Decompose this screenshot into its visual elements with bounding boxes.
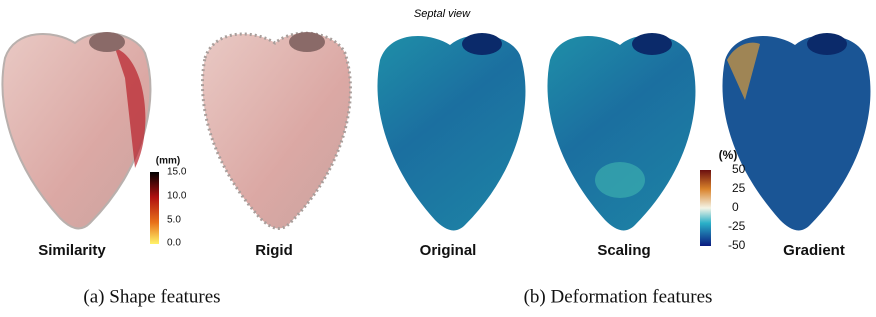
colorbar-tick: -25 [728,219,746,233]
figure: Septal view (mm) 15.0 10.0 5.0 0.0 (%) 5… [0,0,876,312]
heart-similarity [2,32,150,228]
valve [807,33,847,55]
item-label: Similarity [38,242,106,259]
heart-scaling [547,33,695,230]
valve [289,32,325,52]
caption: (a) Shape features [83,286,220,307]
item-label: Scaling [597,242,650,259]
view-label: Septal view [414,8,471,20]
heart-gradient [722,33,870,230]
caption: (b) Deformation features [524,286,713,307]
colorbar-tick: 10.0 [167,191,187,202]
heart-shape [377,35,525,230]
colorbar [150,172,159,244]
heart-original [377,33,525,230]
item-label: Original [420,242,477,259]
colorbar-tick: 0.0 [167,238,181,249]
item-label: Rigid [255,242,293,259]
heart-shape [547,35,695,230]
colorbar-tick: 50 [732,162,746,176]
valve [462,33,502,55]
valve [632,33,672,55]
colorbar [700,170,711,246]
colorbar-unit: (mm) [156,156,180,167]
heart-rigid [202,32,350,228]
valve [89,32,125,52]
colorbar-tick: 5.0 [167,215,181,226]
colorbar-tick: 25 [732,181,746,195]
strain-region [595,162,645,198]
colorbar-tick: 15.0 [167,167,187,178]
colorbar-tick: -50 [728,238,746,252]
heart-shape [202,33,350,228]
item-label: Gradient [783,242,845,259]
colorbar-unit: (%) [719,148,738,162]
colorbar-tick: 0 [732,200,739,214]
